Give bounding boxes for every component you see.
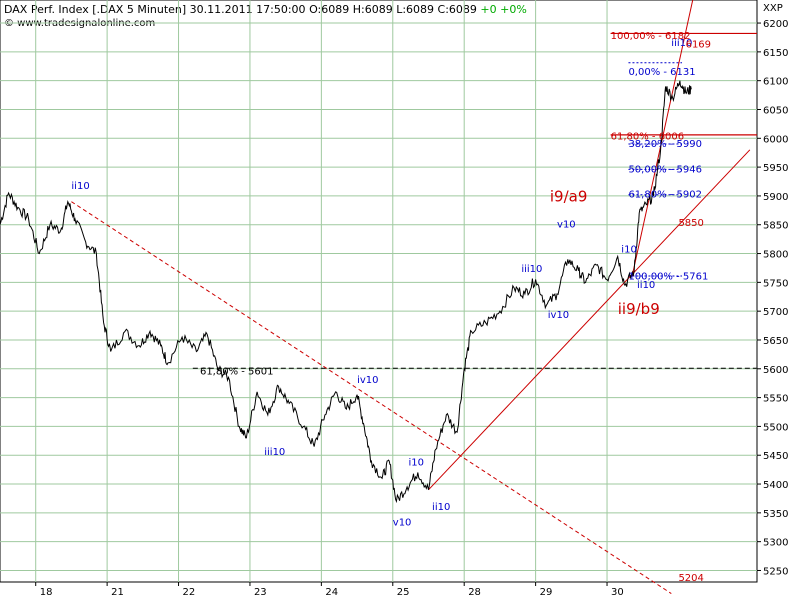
target-label: 100,00% - 6182 xyxy=(611,31,691,42)
target-label: 5204 xyxy=(678,573,703,584)
y-tick-label: 5400 xyxy=(763,480,788,491)
trendline xyxy=(71,201,672,594)
header-title: DAX Perf. Index [.DAX 5 Minuten] xyxy=(4,3,187,16)
y-tick-label: 6000 xyxy=(763,134,788,145)
header-change: +0 +0% xyxy=(480,3,527,16)
fib-level-label: 61,80% - 5902 xyxy=(628,190,702,201)
x-tick-label: 25 xyxy=(397,587,410,598)
y-tick-label: 6100 xyxy=(763,77,788,88)
y-axis: 5250 5300 5350 5400 5450 5500 5550 5600 5650 5700… xyxy=(757,19,788,577)
x-tick-label: 21 xyxy=(111,587,124,598)
plot-border xyxy=(0,0,758,583)
y-tick-label: 6200 xyxy=(763,19,788,30)
y-tick-label: 5850 xyxy=(763,221,788,232)
y-tick-label: 5900 xyxy=(763,192,788,203)
wave-degree-label: i9/a9 xyxy=(550,188,588,206)
x-tick-label: 22 xyxy=(183,587,196,598)
y-tick-label: 5300 xyxy=(763,538,788,549)
annotations: ii10 iii10 iv10 v10 i10 ii10 iii10 iv10 v10 i10 ii… xyxy=(71,31,711,584)
retracement-label: 61,80% - 5601 xyxy=(200,367,274,378)
x-axis: 18 21 22 23 24 25 28 29 30 xyxy=(35,582,624,598)
wave-label: iii10 xyxy=(264,447,285,458)
chart-header: DAX Perf. Index [.DAX 5 Minuten] 30.11.2… xyxy=(4,3,527,16)
y-tick-label: 6050 xyxy=(763,105,788,116)
header-datetime: 30.11.2011 17:50:00 xyxy=(189,3,306,16)
y-tick-label: 5600 xyxy=(763,365,788,376)
y-tick-label: 5500 xyxy=(763,422,788,433)
fib-level-label: 100,00% - 5761 xyxy=(628,271,708,282)
x-tick-label: 29 xyxy=(540,587,553,598)
wave-degree-label: ii9/b9 xyxy=(618,300,660,318)
wave-label: iii10 xyxy=(521,264,542,275)
symbol-label: XXP xyxy=(763,3,783,14)
level-lines xyxy=(192,32,757,369)
x-tick-label: 18 xyxy=(40,587,53,598)
fib-level-label: 50,00% - 5946 xyxy=(628,164,702,175)
wave-label: iv10 xyxy=(357,375,378,386)
wave-label: v10 xyxy=(557,220,576,231)
price-series xyxy=(0,80,692,504)
y-tick-label: 5550 xyxy=(763,394,788,405)
price-line xyxy=(0,80,692,504)
wave-label: ii10 xyxy=(71,181,89,192)
wave-label: i10 xyxy=(621,244,637,255)
trendlines xyxy=(71,0,751,594)
y-tick-label: 6150 xyxy=(763,48,788,59)
y-tick-label: 5700 xyxy=(763,307,788,318)
x-tick-label: 30 xyxy=(611,587,624,598)
target-label: 5850 xyxy=(678,218,703,229)
wave-label: i10 xyxy=(408,458,424,469)
fib-level-label: 0,00% - 6131 xyxy=(628,67,695,78)
y-tick-label: 5350 xyxy=(763,509,788,520)
grid xyxy=(0,0,757,582)
y-tick-label: 5750 xyxy=(763,278,788,289)
y-tick-label: 5250 xyxy=(763,566,788,577)
x-tick-label: 23 xyxy=(254,587,267,598)
y-tick-label: 5950 xyxy=(763,163,788,174)
target-label: 61,80% - 6006 xyxy=(611,131,685,142)
x-tick-label: 24 xyxy=(325,587,338,598)
target-label: 6169 xyxy=(686,39,711,50)
wave-label: v10 xyxy=(393,518,412,529)
wave-label: ii10 xyxy=(637,280,655,291)
y-tick-label: 5450 xyxy=(763,451,788,462)
y-tick-label: 5650 xyxy=(763,336,788,347)
trendline xyxy=(631,0,694,277)
wave-label: iii10 xyxy=(671,38,692,49)
wave-label: ii10 xyxy=(432,502,450,513)
x-tick-label: 28 xyxy=(468,587,481,598)
trendline xyxy=(428,149,751,491)
wave-label: iv10 xyxy=(548,310,569,321)
fib-level-label: 38,20% - 5990 xyxy=(628,139,702,150)
y-tick-label: 5800 xyxy=(763,250,788,261)
